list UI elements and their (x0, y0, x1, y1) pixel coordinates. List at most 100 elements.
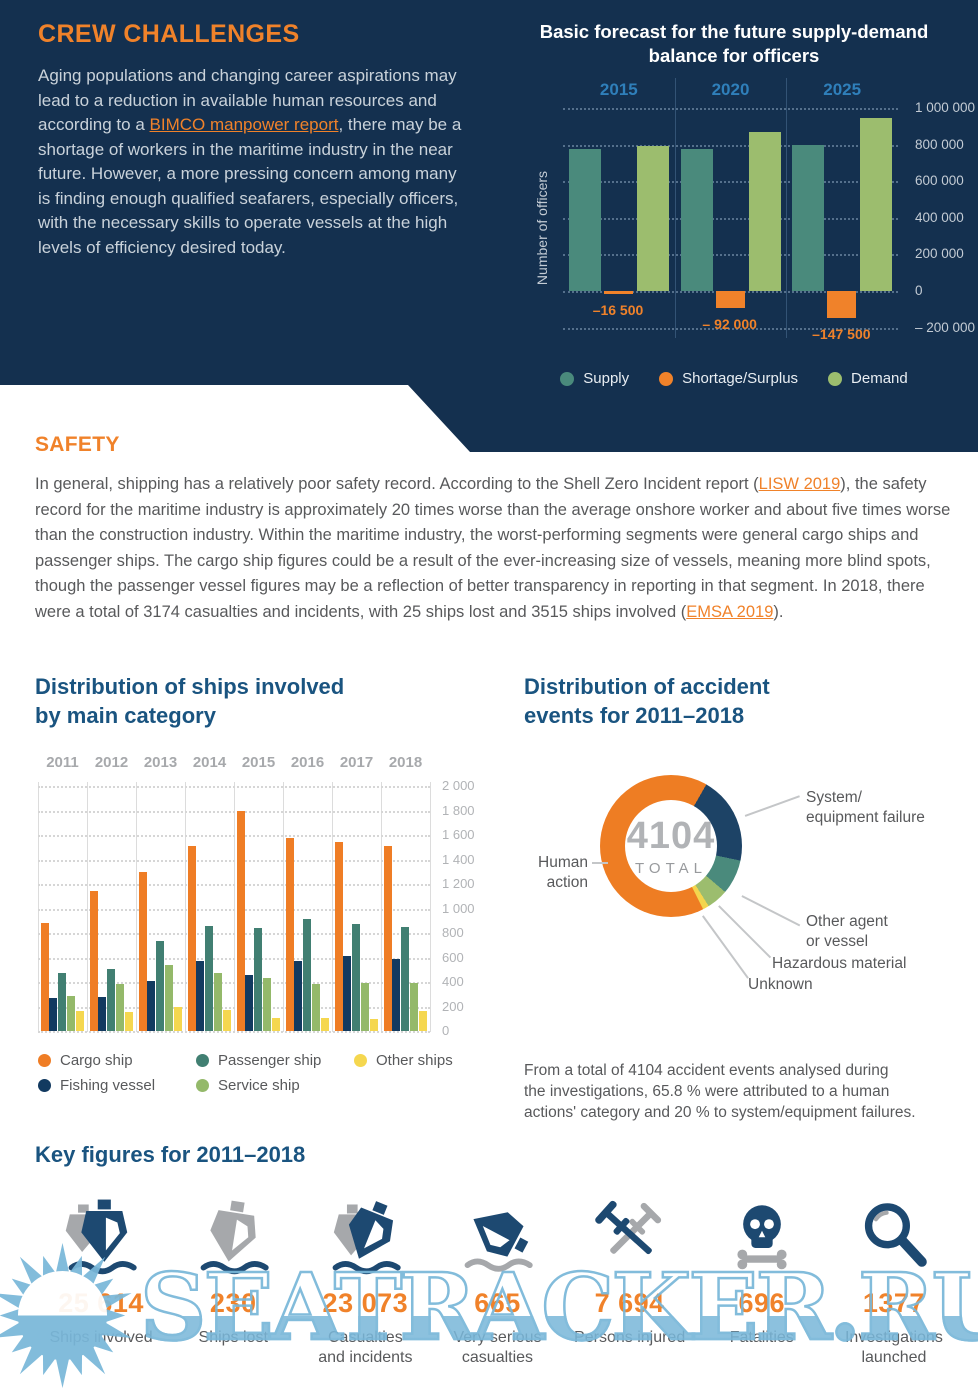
key-figure-label: Ships involved (49, 1329, 153, 1346)
donut-total-label: TOTAL (635, 860, 707, 877)
forecast-tick-label: 0 (915, 283, 923, 298)
key-figure-ship-lost: 230 Ships lost (167, 1193, 299, 1368)
forecast-group-separator (674, 78, 676, 338)
shortage-bar-2025 (827, 291, 857, 318)
forecast-legend: Supply Shortage/Surplus Demand (505, 370, 963, 387)
key-figure-value: 7 694 (594, 1288, 665, 1318)
ships-distribution-chart: Distribution of ships involved by main c… (35, 672, 515, 1094)
ships-vertical-gridline (87, 782, 88, 1032)
shortage-bar-2020 (715, 291, 745, 308)
crew-text-1: Aging populations and changing career as… (38, 66, 457, 134)
key-figure-ships-involved: 25 614 Ships involved (35, 1193, 167, 1368)
ships-chart-title: Distribution of ships involved by main c… (35, 674, 345, 728)
bar-service-ship-2016 (312, 983, 321, 1031)
bar-passenger-ship-2016 (303, 918, 312, 1031)
key-figure-capsized-ship: 665 Very serious casualties (431, 1193, 563, 1368)
slice-label-hazardous-material: Hazardous material (772, 955, 907, 972)
demand-bar-2020 (748, 132, 781, 291)
ships-year-2014: 2014 (192, 754, 227, 771)
ships-tick-label: 200 (442, 998, 464, 1014)
legend-dot (38, 1054, 51, 1067)
bar-cargo-ship-2013 (138, 872, 147, 1031)
key-figure-value: 25 614 (58, 1288, 144, 1318)
forecast-year-2025: 2025 (823, 80, 862, 99)
key-figures-section: Key figures for 2011–2018 25 614 Ships in… (35, 1140, 960, 1368)
ships-tick-label: 400 (442, 974, 464, 989)
bar-fishing-vessel-2016 (294, 960, 303, 1031)
legend-label: Passenger ship (218, 1052, 322, 1069)
bar-passenger-ship-2012 (107, 969, 116, 1031)
legend-label: Service ship (218, 1077, 300, 1094)
legend-dot (196, 1054, 209, 1067)
key-figure-casualty-ship: 23 073 Casualties and incidents (299, 1193, 431, 1368)
bar-passenger-ship-2013 (156, 940, 165, 1031)
bar-fishing-vessel-2011 (49, 997, 58, 1031)
bar-other-ships-2016 (321, 1017, 330, 1031)
forecast-tick-label: 400 000 (915, 209, 964, 225)
legend-dot (354, 1054, 367, 1067)
crew-title: CREW CHALLENGES (38, 20, 300, 48)
bar-other-ships-2017 (370, 1018, 379, 1031)
forecast-year-2020: 2020 (711, 80, 750, 99)
legend-dot (659, 371, 674, 386)
legend-label: Other ships (376, 1052, 453, 1069)
forecast-y-axis-label: Number of officers (534, 170, 550, 286)
bar-fishing-vessel-2017 (343, 956, 352, 1031)
safety-text-3: ). (773, 602, 784, 621)
bar-service-ship-2012 (116, 984, 125, 1031)
supply-bar-2025 (792, 145, 825, 291)
legend-item-service-ship: Service ship (196, 1077, 354, 1094)
shortage-value-label-2025: –147 500 (812, 325, 871, 342)
ships-year-2011: 2011 (46, 754, 79, 771)
legend-item-supply: Supply (560, 370, 629, 387)
key-figure-value: 1377 (862, 1288, 925, 1318)
forecast-tick-label: 600 000 (915, 173, 964, 189)
ships-vertical-gridline (38, 782, 39, 1032)
forecast-chart-title: Basic forecast for the future supply-dem… (539, 21, 929, 66)
supply-bar-2020 (680, 148, 713, 291)
ships-involved-icon (35, 1193, 167, 1280)
ships-year-2012: 2012 (94, 754, 129, 771)
legend-dot (828, 371, 843, 386)
ships-gridline (38, 835, 430, 837)
bimco-report-link[interactable]: BIMCO manpower report (149, 115, 339, 134)
emsa-2019-link[interactable]: EMSA 2019 (686, 602, 774, 621)
legend-label: Supply (583, 370, 630, 387)
ships-tick-label: 1 400 (442, 851, 475, 867)
forecast-group-separator (786, 78, 788, 338)
forecast-year-2015: 2015 (599, 80, 638, 99)
legend-item-fishing-vessel: Fishing vessel (38, 1077, 196, 1094)
bar-service-ship-2011 (67, 996, 76, 1031)
lisw-2019-link[interactable]: LISW 2019 (758, 475, 841, 493)
ships-year-2015: 2015 (241, 754, 276, 771)
bar-service-ship-2018 (410, 982, 419, 1031)
bar-service-ship-2013 (165, 965, 174, 1031)
safety-section: SAFETY In general, shipping has a relati… (35, 433, 953, 625)
ships-gridline (38, 884, 430, 886)
leader-line-unknown (702, 915, 749, 979)
key-figure-label: Fatalities (729, 1329, 794, 1346)
bar-other-ships-2015 (272, 1018, 281, 1031)
bar-other-ships-2018 (419, 1011, 428, 1031)
ships-tick-label: 1 600 (442, 827, 475, 842)
supply-bar-2015 (569, 149, 601, 291)
bar-other-ships-2013 (174, 1006, 183, 1031)
slice-label-system-failure: System/ equipment failure (806, 789, 925, 826)
bar-passenger-ship-2011 (58, 973, 67, 1031)
bar-passenger-ship-2014 (205, 925, 214, 1031)
bar-cargo-ship-2011 (40, 923, 49, 1031)
legend-label: Cargo ship (60, 1052, 133, 1069)
forecast-chart: Basic forecast for the future supply-dem… (505, 14, 975, 439)
bar-passenger-ship-2017 (352, 924, 361, 1031)
bar-passenger-ship-2018 (401, 926, 410, 1031)
key-figure-skull-crossbones: 696 Fatalities (696, 1193, 828, 1368)
key-figure-label: Very serious casualties (453, 1329, 542, 1366)
safety-title: SAFETY (35, 433, 120, 456)
legend-item-demand: Demand (828, 370, 908, 387)
forecast-gridline (563, 144, 898, 147)
ships-vertical-gridline (283, 782, 284, 1032)
slice-label-unknown: Unknown (748, 976, 813, 993)
forecast-gridline (563, 217, 898, 220)
safety-text-2: ), the safety record for the maritime in… (35, 475, 951, 621)
